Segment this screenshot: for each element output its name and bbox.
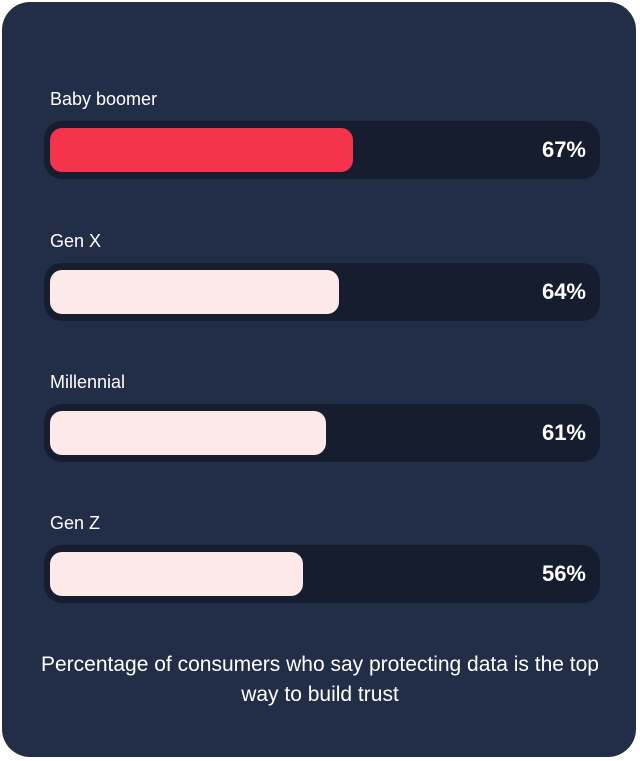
category-label: Baby boomer xyxy=(50,89,158,109)
value-label: 64% xyxy=(541,279,586,304)
bar xyxy=(50,270,339,314)
value-label: 67% xyxy=(541,137,586,162)
category-label: Gen X xyxy=(50,231,102,251)
bar-row: Gen Z 56% xyxy=(44,512,600,612)
bar xyxy=(50,411,326,455)
value-label: 61% xyxy=(541,420,586,445)
bar-track: 56% xyxy=(44,545,600,603)
bar-row: Millennial 61% xyxy=(44,371,600,471)
bar-track: 61% xyxy=(44,404,600,462)
bar-track: 67% xyxy=(44,121,600,179)
bar xyxy=(50,552,303,596)
category-label: Millennial xyxy=(50,372,126,392)
value-label: 56% xyxy=(541,561,586,586)
category-label: Gen Z xyxy=(50,513,101,533)
bar xyxy=(50,128,353,172)
bar-row: Baby boomer 67% xyxy=(44,88,600,188)
bar-track: 64% xyxy=(44,263,600,321)
chart-caption: Percentage of consumers who say protecti… xyxy=(41,653,599,706)
bar-row: Gen X 64% xyxy=(44,230,600,330)
